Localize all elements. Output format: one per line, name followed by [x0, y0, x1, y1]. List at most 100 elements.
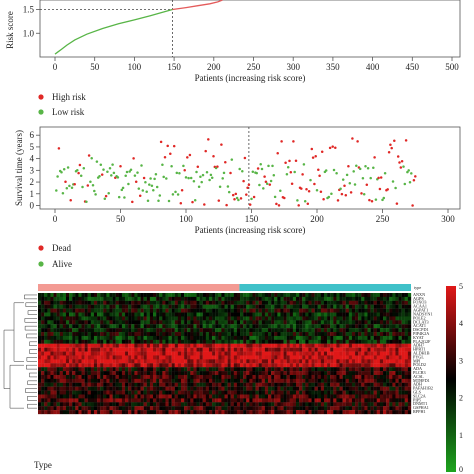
risk-score-ylabel: Risk score — [5, 11, 15, 49]
heatmap-cell — [50, 351, 54, 356]
heatmap-cell — [202, 386, 206, 391]
heatmap-cell — [243, 316, 247, 321]
heatmap-cell — [376, 343, 381, 348]
heatmap-cell — [274, 410, 278, 415]
heatmap-cell — [78, 386, 82, 391]
heatmap-cell — [156, 320, 160, 325]
heatmap-cell — [215, 371, 219, 376]
heatmap-cell — [401, 351, 405, 356]
heatmap-cell — [240, 355, 244, 360]
heatmap-cell — [361, 363, 365, 368]
heatmap-cell — [243, 343, 247, 348]
heatmap-cell — [333, 402, 337, 407]
heatmap-cell — [180, 355, 185, 360]
heatmap-cell — [180, 382, 185, 387]
dead-point — [414, 175, 417, 178]
heatmap-cell — [333, 398, 337, 403]
heatmap-cell — [271, 293, 275, 298]
heatmap-cell — [295, 406, 300, 411]
heatmap-cell — [317, 320, 322, 325]
dead-point — [217, 199, 221, 202]
heatmap-cell — [327, 398, 331, 403]
heatmap-cell — [355, 355, 359, 360]
heatmap-cell — [252, 382, 256, 387]
heatmap-cell — [103, 320, 107, 325]
alive-point — [116, 176, 120, 179]
heatmap-cell — [407, 359, 412, 364]
heatmap-cell — [379, 355, 384, 360]
heatmap-cell — [302, 390, 306, 395]
heatmap-cell — [69, 351, 73, 356]
heatmap-cell — [295, 359, 300, 364]
heatmap-cell — [59, 359, 64, 364]
heatmap-cell — [87, 308, 91, 313]
heatmap-cell — [93, 374, 98, 380]
heatmap-cell — [236, 293, 241, 298]
heatmap-cell — [348, 355, 353, 360]
heatmap-cell — [81, 343, 85, 348]
survival-y-tick-label: 4 — [30, 154, 35, 164]
heatmap-cell — [355, 293, 359, 298]
gene-label: KYAT — [413, 335, 424, 340]
heatmap-cell — [227, 363, 231, 368]
heatmap-cell — [289, 390, 294, 395]
heatmap-cell — [320, 378, 325, 383]
heatmap-cell — [128, 296, 132, 301]
heatmap-cell — [90, 296, 95, 301]
heatmap-cell — [168, 343, 172, 348]
heatmap-cell — [342, 351, 346, 356]
heatmap-cell — [205, 304, 210, 309]
heatmap-cell — [134, 308, 138, 313]
heatmap-cell — [106, 406, 110, 411]
heatmap-cell — [379, 316, 384, 321]
heatmap-cell — [168, 293, 172, 298]
heatmap-cell — [407, 394, 412, 399]
dead-point — [404, 139, 408, 142]
dead-point — [224, 160, 227, 164]
heatmap-cell — [274, 367, 278, 372]
heatmap-cell — [187, 335, 191, 340]
heatmap-cell — [258, 316, 262, 321]
heatmap-cell — [112, 312, 116, 317]
heatmap-cell — [345, 339, 349, 344]
heatmap-cell — [84, 378, 88, 383]
heatmap-cell — [401, 367, 405, 372]
alive-point — [149, 177, 152, 180]
heatmap-cell — [327, 312, 331, 317]
heatmap-cell — [137, 328, 141, 333]
heatmap-cell — [205, 382, 210, 387]
heatmap-cell — [311, 300, 315, 305]
alive-point — [189, 176, 193, 180]
heatmap-cell — [292, 320, 297, 325]
heatmap-cell — [44, 371, 48, 376]
heatmap-cell — [258, 328, 262, 333]
heatmap-cell — [128, 378, 132, 383]
heatmap-cell — [59, 308, 64, 313]
heatmap-cell — [230, 347, 234, 352]
heatmap-cell — [243, 304, 247, 309]
heatmap-cell — [115, 335, 119, 340]
heatmap-cell — [233, 312, 238, 317]
heatmap-cell — [112, 363, 116, 368]
heatmap-cell — [311, 398, 315, 403]
heatmap-cell — [174, 300, 179, 305]
heatmap-cell — [187, 332, 191, 337]
heatmap-cell — [305, 335, 309, 340]
heatmap-cell — [289, 398, 294, 403]
heatmap-cell — [47, 347, 51, 352]
heatmap-cell — [38, 406, 42, 411]
heatmap-cell — [383, 394, 387, 399]
heatmap-cell — [351, 367, 356, 372]
heatmap-cell — [137, 367, 141, 372]
heatmap-cell — [280, 304, 284, 309]
heatmap-cell — [153, 382, 157, 387]
heatmap-cell — [240, 386, 244, 391]
heatmap-cell — [97, 374, 101, 380]
heatmap-cell — [295, 374, 300, 380]
heatmap-cell — [87, 312, 91, 317]
heatmap-cell — [268, 390, 272, 395]
heatmap-cell — [75, 386, 79, 391]
heatmap-cell — [302, 335, 306, 340]
heatmap-cell — [351, 343, 356, 348]
heatmap-cell — [370, 402, 374, 407]
